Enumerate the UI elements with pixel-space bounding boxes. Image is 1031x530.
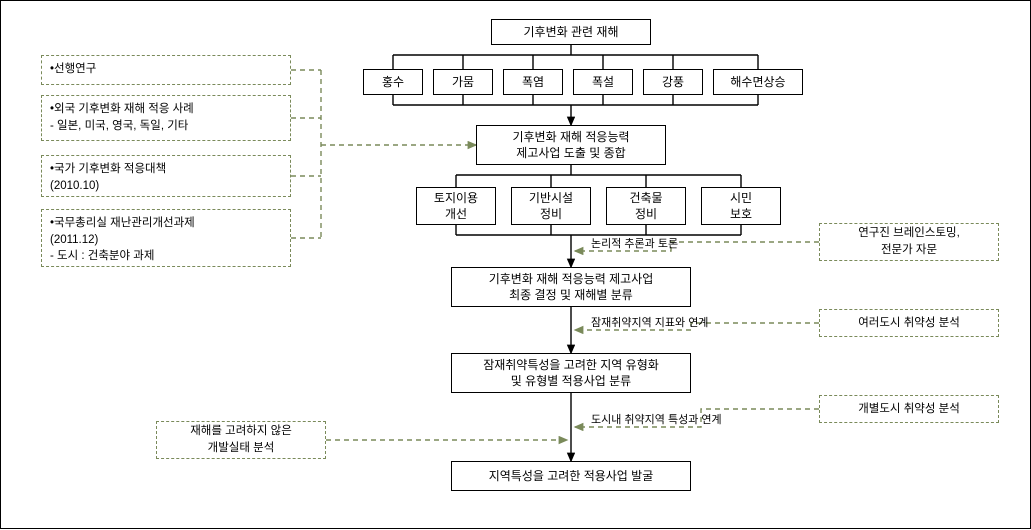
- hazard-1: 가뭄: [433, 69, 493, 95]
- hazard-2: 폭염: [503, 69, 563, 95]
- step2-box: 기후변화 재해 적응능력 제고사업 도출 및 종합: [476, 125, 666, 165]
- right-input-2: 개별도시 취약성 분석: [819, 395, 999, 423]
- right-input-0: 연구진 브레인스토밍, 전문가 자문: [819, 223, 999, 261]
- step3-box: 기후변화 재해 적응능력 제고사업 최종 결정 및 재해별 분류: [451, 267, 691, 307]
- left-input-3: •국무총리실 재난관리개선과제 (2011.12) - 도시 : 건축분야 과제: [41, 209, 291, 267]
- hazard-3: 폭설: [573, 69, 633, 95]
- annot-3: 도시내 취약지역 특성과 연계: [591, 411, 722, 427]
- left-bottom-input: 재해를 고려하지 않은 개발실태 분석: [156, 421, 326, 459]
- hazard-5: 해수면상승: [713, 69, 803, 95]
- left-input-1: •외국 기후변화 재해 적응 사례 - 일본, 미국, 영국, 독일, 기타: [41, 95, 291, 141]
- hazard-0: 홍수: [363, 69, 423, 95]
- left-input-0: •선행연구: [41, 55, 291, 85]
- hazard-4: 강풍: [643, 69, 703, 95]
- step4-box: 잠재취약특성을 고려한 지역 유형화 및 유형별 적용사업 분류: [451, 353, 691, 393]
- step5-box: 지역특성을 고려한 적용사업 발굴: [451, 461, 691, 491]
- diagram-frame: 기후변화 관련 재해홍수 가뭄 폭염 폭설 강풍 해수면상승기후변화 재해 적응능력 제고…: [0, 0, 1031, 529]
- annot-1: 논리적 추론과 토론: [591, 235, 678, 251]
- title-box: 기후변화 관련 재해: [491, 19, 651, 45]
- field-2: 건축물 정비: [606, 187, 686, 225]
- field-0: 토지이용 개선: [416, 187, 496, 225]
- field-3: 시민 보호: [701, 187, 781, 225]
- annot-2: 잠재취약지역 지표와 연계: [591, 314, 708, 330]
- left-input-2: •국가 기후변화 적응대책 (2010.10): [41, 155, 291, 197]
- right-input-1: 여러도시 취약성 분석: [819, 309, 999, 337]
- field-1: 기반시설 정비: [511, 187, 591, 225]
